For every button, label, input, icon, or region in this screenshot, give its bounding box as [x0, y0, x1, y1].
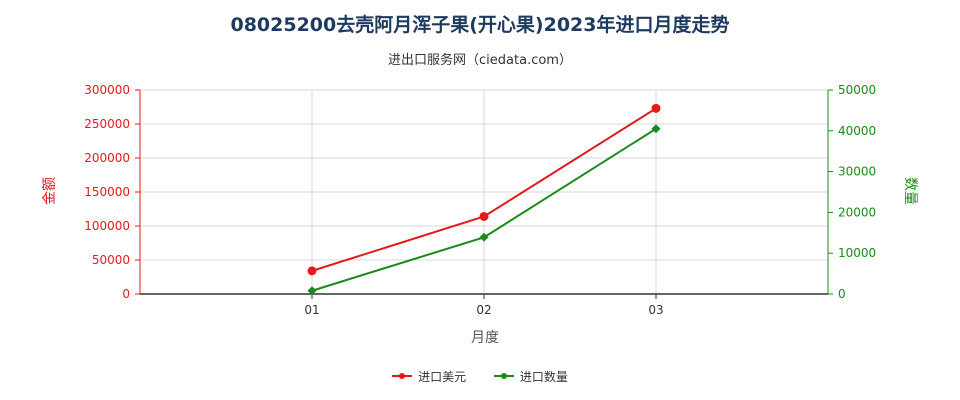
- y-left-tick-label: 300000: [84, 83, 130, 97]
- series-point-0-1: [479, 211, 489, 221]
- legend-item-qty[interactable]: 进口数量: [493, 368, 568, 385]
- legend-swatch-usd: [392, 373, 413, 379]
- series-point-1-2: [651, 124, 661, 134]
- series-point-1-1: [479, 232, 489, 242]
- series-point-0-0: [307, 266, 317, 276]
- y-right-tick-label: 40000: [838, 124, 876, 138]
- y-left-tick-label: 150000: [84, 185, 130, 199]
- series-group: [307, 103, 661, 296]
- y-axis-left-title: 金额: [42, 177, 58, 205]
- legend-label-qty: 进口数量: [519, 369, 568, 384]
- chart-subtitle: 进出口服务网（ciedata.com）: [388, 53, 572, 68]
- y-left-tick-label: 250000: [84, 117, 130, 131]
- y-left-tick-label: 0: [122, 287, 130, 301]
- x-axis-title: 月度: [471, 330, 499, 346]
- y-right-tick-label: 0: [838, 287, 846, 301]
- x-tick-label: 02: [476, 303, 491, 317]
- chart-title: 08025200去壳阿月浑子果(开心果)2023年进口月度走势: [230, 14, 730, 36]
- grid-lines: [140, 89, 828, 295]
- y-left-tick-label: 100000: [84, 219, 130, 233]
- axes: [135, 89, 833, 299]
- legend: 进口美元 进口数量: [0, 366, 960, 385]
- y-right-tick-label: 50000: [838, 83, 876, 97]
- legend-label-usd: 进口美元: [418, 369, 467, 384]
- y-right-tick-label: 20000: [838, 205, 876, 219]
- y-right-tick-label: 30000: [838, 165, 876, 179]
- x-tick-label: 03: [648, 303, 663, 317]
- tick-labels: 0500001000001500002000002500003000000100…: [84, 83, 876, 317]
- series-point-1-0: [307, 286, 317, 296]
- y-left-tick-label: 50000: [92, 253, 130, 267]
- series-point-0-2: [651, 103, 661, 113]
- y-axis-right-title: 数量: [902, 177, 918, 205]
- legend-item-usd[interactable]: 进口美元: [392, 368, 466, 385]
- y-left-tick-label: 200000: [84, 151, 130, 165]
- x-tick-label: 01: [304, 303, 319, 317]
- legend-swatch-qty: [493, 373, 514, 379]
- y-right-tick-label: 10000: [838, 246, 876, 260]
